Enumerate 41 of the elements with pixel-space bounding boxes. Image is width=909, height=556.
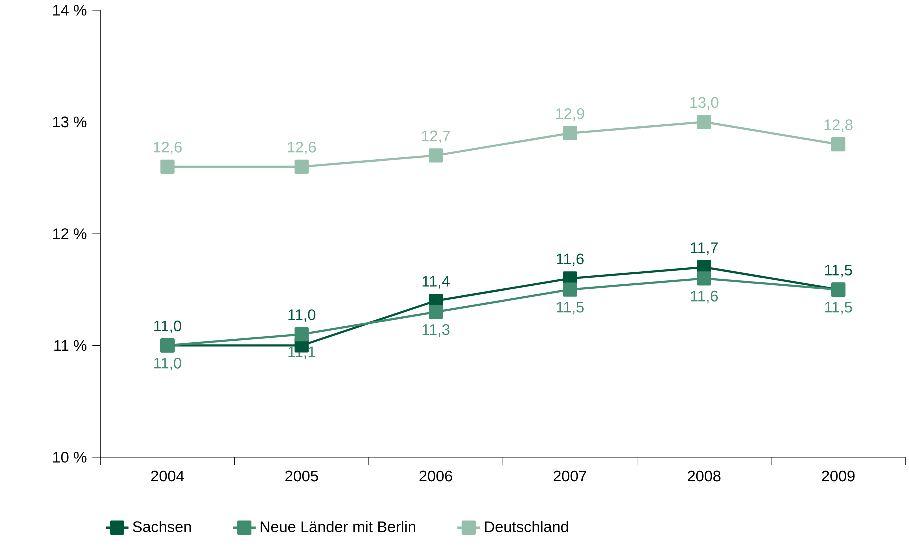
data-label: 11,6 <box>557 254 584 266</box>
point <box>697 115 712 130</box>
point <box>563 282 578 297</box>
data-label: 11,7 <box>691 242 718 256</box>
point <box>697 272 712 286</box>
data-label: 12,8 <box>824 120 853 132</box>
point <box>294 328 309 342</box>
y-tick-label: 11 % <box>54 340 87 352</box>
data-label: 12,6 <box>154 142 182 155</box>
data-label: 12,7 <box>422 130 450 144</box>
point <box>160 160 175 174</box>
x-tick-label: 2009 <box>822 470 855 482</box>
point <box>563 126 578 141</box>
data-label: 11,5 <box>825 302 852 315</box>
data-label: 12,9 <box>556 108 584 122</box>
legend-label: Neue Länder mit Berlin <box>260 521 416 533</box>
point <box>428 148 444 163</box>
data-label: 11,5 <box>557 302 584 315</box>
legend-label: Deutschland <box>485 521 568 533</box>
point <box>294 160 309 174</box>
data-label: 11,4 <box>422 276 450 289</box>
point <box>831 138 846 152</box>
data-label: 11,3 <box>422 324 450 338</box>
data-label: 11,6 <box>691 291 718 304</box>
y-tick-label: 12 % <box>53 228 87 240</box>
x-tick-label: 2006 <box>420 470 452 482</box>
data-label: 11,5 <box>825 265 852 278</box>
legend-label: Sachsen <box>133 521 192 533</box>
y-tick-label: 14 % <box>53 5 87 16</box>
data-label: 13,0 <box>690 97 719 110</box>
data-label: 12,6 <box>288 142 316 155</box>
x-tick-label: 2007 <box>554 470 586 482</box>
x-tick-label: 2004 <box>151 470 184 482</box>
data-label: 11,0 <box>154 320 182 334</box>
point <box>428 305 444 320</box>
x-tick-label: 2008 <box>688 470 721 482</box>
x-tick-label: 2005 <box>286 470 318 482</box>
y-tick-label: 13 % <box>53 116 87 128</box>
data-label: 11,0 <box>288 310 316 322</box>
data-label: 11,0 <box>154 358 182 371</box>
y-tick-label: 10 % <box>53 452 87 463</box>
